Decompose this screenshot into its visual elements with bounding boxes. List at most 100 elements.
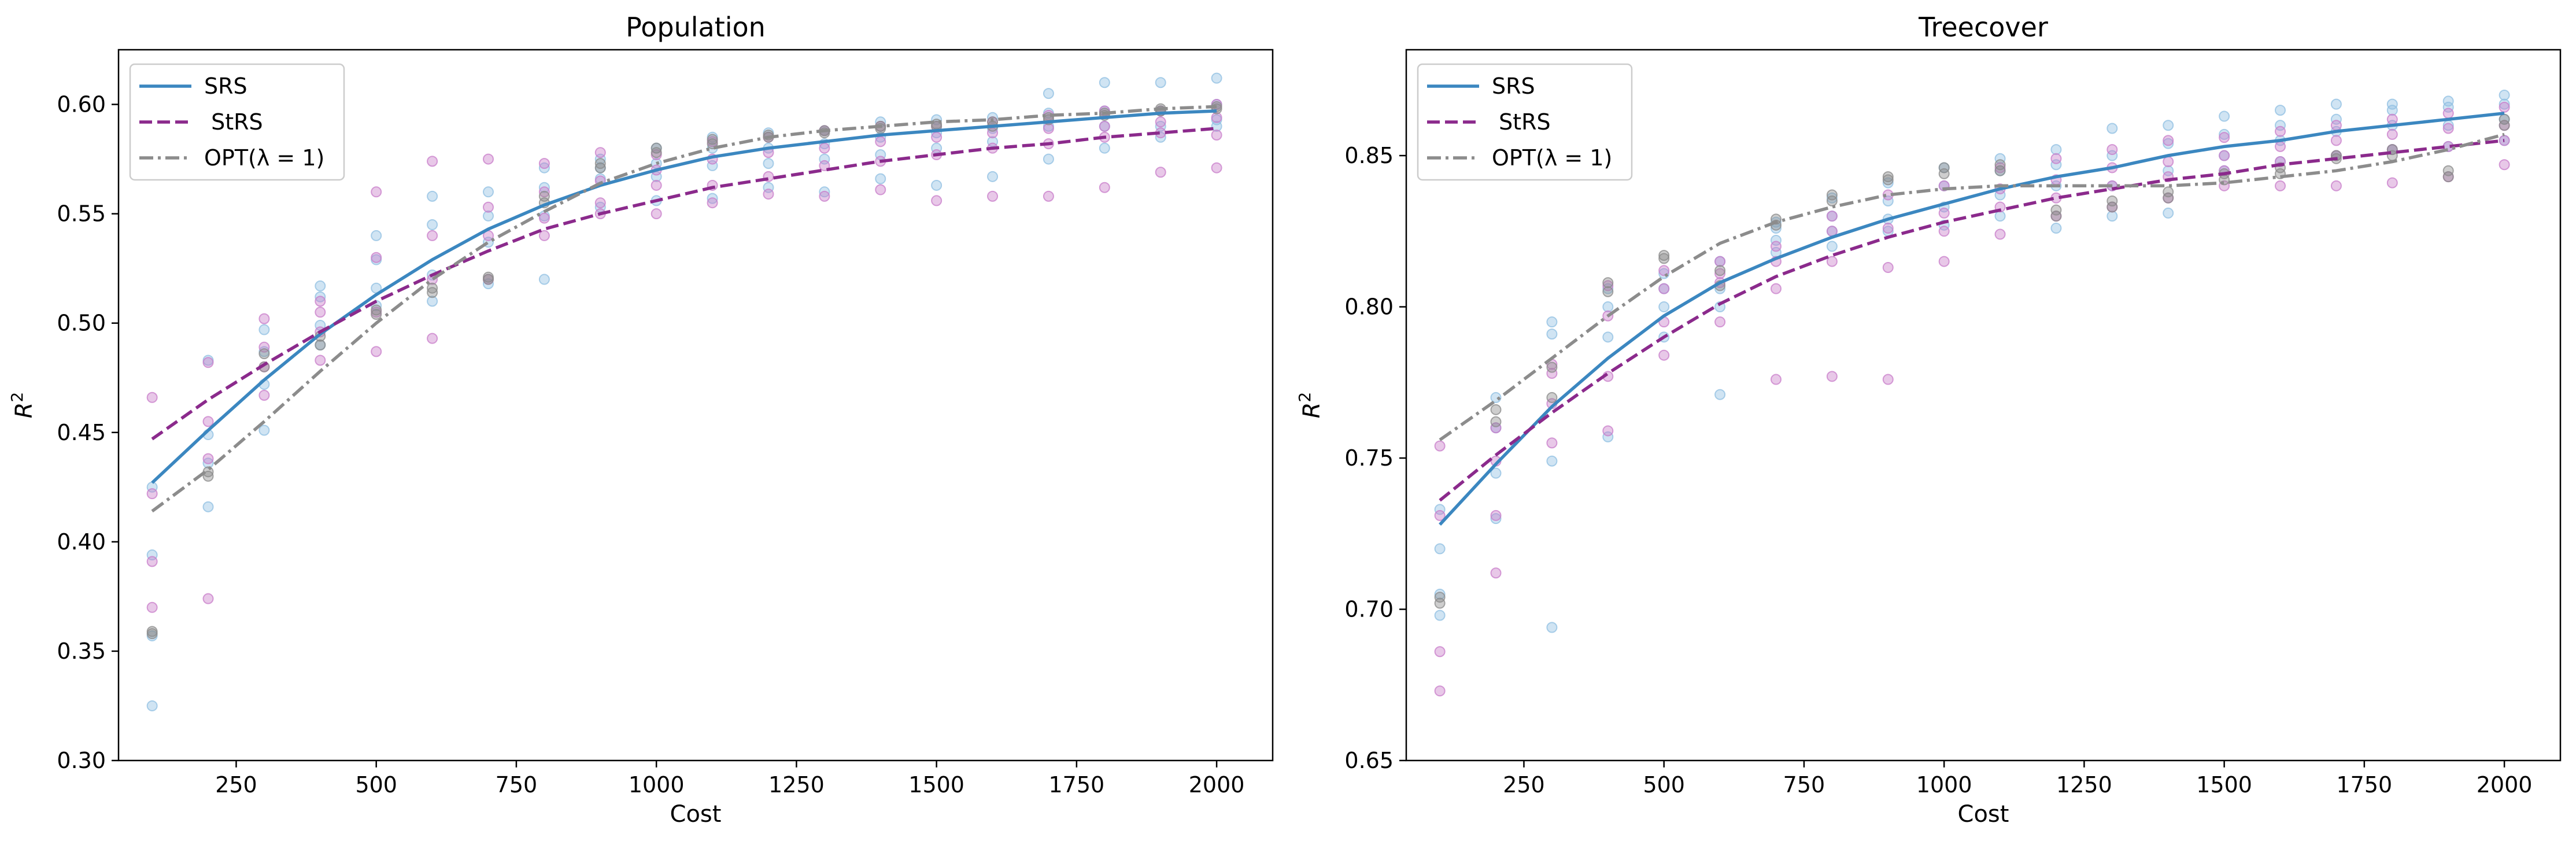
data-point-0-2-0 bbox=[1546, 622, 1558, 633]
data-point-1-4-0 bbox=[1658, 349, 1670, 361]
x-tick-label-0: 250 bbox=[1503, 772, 1545, 798]
data-point-2-6-1 bbox=[482, 271, 494, 283]
data-point-1-15-3 bbox=[2275, 125, 2286, 137]
data-point-0-3-1 bbox=[1602, 331, 1614, 343]
data-point-0-12-3 bbox=[2106, 123, 2118, 134]
data-point-2-18-1 bbox=[2442, 165, 2454, 176]
data-point-1-12-3 bbox=[2106, 144, 2118, 156]
y-tick-label-0: 0.30 bbox=[57, 748, 106, 773]
data-point-1-10-0 bbox=[1994, 228, 2006, 240]
plot-frame bbox=[117, 49, 1274, 762]
y-tick-label-2: 0.40 bbox=[57, 529, 106, 555]
data-point-1-0-1 bbox=[146, 556, 158, 567]
data-point-1-6-3 bbox=[1770, 241, 1782, 252]
data-point-0-7-0 bbox=[538, 274, 550, 285]
data-point-2-5-1 bbox=[427, 282, 438, 294]
data-point-2-1-1 bbox=[1490, 404, 1502, 415]
data-point-2-4-1 bbox=[1658, 250, 1670, 261]
data-point-2-12-1 bbox=[2106, 195, 2118, 206]
data-point-1-8-3 bbox=[594, 147, 606, 158]
data-point-2-1-0 bbox=[1490, 416, 1502, 427]
data-point-1-0-3 bbox=[1434, 440, 1446, 452]
x-tick-label-1: 500 bbox=[1643, 772, 1685, 798]
y-tick-label-4: 0.85 bbox=[1344, 143, 1394, 168]
data-point-0-18-3 bbox=[1155, 77, 1166, 88]
data-point-1-9-0 bbox=[651, 208, 662, 220]
data-point-1-5-0 bbox=[427, 333, 438, 344]
data-point-1-18-0 bbox=[1155, 167, 1166, 178]
data-point-0-17-3 bbox=[1099, 77, 1110, 88]
data-point-1-5-0 bbox=[1714, 316, 1726, 328]
data-point-1-17-0 bbox=[1099, 182, 1110, 193]
data-point-0-7-0 bbox=[1826, 241, 1838, 252]
data-point-1-1-3 bbox=[202, 357, 214, 368]
data-point-2-7-1 bbox=[538, 190, 550, 202]
data-point-1-13-0 bbox=[875, 184, 886, 195]
data-point-0-6-3 bbox=[482, 186, 494, 198]
data-point-1-6-3 bbox=[482, 153, 494, 165]
data-point-0-16-3 bbox=[1043, 88, 1054, 99]
data-point-1-19-1 bbox=[2499, 135, 2510, 146]
data-point-1-17-2 bbox=[2386, 128, 2398, 140]
y-tick-label-0: 0.65 bbox=[1344, 748, 1394, 773]
data-point-1-7-3 bbox=[538, 158, 550, 169]
data-point-2-7-1 bbox=[1826, 189, 1838, 201]
data-point-1-8-1 bbox=[1882, 262, 1894, 274]
data-point-1-5-2 bbox=[1714, 268, 1726, 279]
x-tick-label-5: 1500 bbox=[908, 772, 964, 798]
legend-label-0: SRS bbox=[1492, 73, 1535, 99]
chart-title: Treecover bbox=[1918, 12, 2048, 43]
data-point-0-0-0 bbox=[1434, 610, 1446, 621]
data-point-1-7-3 bbox=[1826, 211, 1838, 222]
data-point-1-5-3 bbox=[427, 156, 438, 167]
data-point-1-0-3 bbox=[146, 392, 158, 403]
data-point-1-9-2 bbox=[1938, 207, 1950, 219]
data-point-0-5-0 bbox=[1714, 389, 1726, 400]
data-point-0-13-2 bbox=[2163, 138, 2174, 149]
y-tick-label-1: 0.35 bbox=[57, 638, 106, 664]
data-point-1-13-3 bbox=[2163, 135, 2174, 146]
data-point-1-0-0 bbox=[1434, 685, 1446, 697]
data-point-2-2-1 bbox=[258, 348, 270, 360]
data-point-1-4-3 bbox=[371, 186, 382, 198]
data-point-0-6-2 bbox=[482, 210, 494, 222]
data-point-0-4-3 bbox=[371, 230, 382, 241]
legend-box bbox=[129, 63, 345, 181]
legend-label-2: OPT(λ = 1) bbox=[204, 145, 324, 171]
data-point-0-13-3 bbox=[2163, 120, 2174, 131]
y-axis-label-sup: 2 bbox=[8, 392, 27, 403]
chart-title: Population bbox=[626, 12, 766, 43]
data-point-1-19-1 bbox=[1211, 129, 1222, 141]
x-tick-label-3: 1000 bbox=[1916, 772, 1972, 798]
data-point-1-12-2 bbox=[819, 142, 830, 154]
data-point-1-12-0 bbox=[819, 190, 830, 202]
data-point-1-10-3 bbox=[1994, 162, 2006, 174]
data-point-2-10-1 bbox=[707, 134, 718, 145]
data-point-1-10-0 bbox=[707, 197, 718, 209]
data-point-1-9-0 bbox=[1938, 256, 1950, 267]
data-point-2-9-1 bbox=[1938, 162, 1950, 174]
data-point-0-18-3 bbox=[2442, 95, 2454, 107]
x-tick-label-4: 1250 bbox=[2056, 772, 2112, 798]
data-point-0-2-1 bbox=[1546, 455, 1558, 467]
data-point-1-16-3 bbox=[2330, 120, 2342, 131]
data-point-0-7-3 bbox=[1826, 192, 1838, 204]
data-point-1-18-3 bbox=[2442, 108, 2454, 119]
data-point-0-0-2 bbox=[1434, 543, 1446, 555]
data-point-1-4-2 bbox=[371, 252, 382, 263]
legend-label-2: OPT(λ = 1) bbox=[1492, 145, 1612, 171]
y-tick-label-1: 0.70 bbox=[1344, 597, 1394, 622]
data-point-0-13-0 bbox=[875, 173, 886, 184]
chart-population: 250 500 750 1000 1250 1500 1750 2000 0.30 0.35 0.4… bbox=[8, 12, 1274, 828]
x-axis-label: Cost bbox=[1958, 801, 2009, 828]
data-point-2-19-1 bbox=[2499, 113, 2510, 125]
y-axis-label-base: R bbox=[11, 403, 38, 419]
data-point-2-3-1 bbox=[1602, 277, 1614, 289]
data-point-1-7-1 bbox=[1826, 256, 1838, 267]
data-point-1-19-0 bbox=[1211, 162, 1222, 174]
x-tick-label-1: 500 bbox=[355, 772, 397, 798]
data-point-1-0-0 bbox=[146, 601, 158, 613]
data-point-0-1-1 bbox=[1490, 467, 1502, 479]
data-point-1-19-0 bbox=[2499, 159, 2510, 171]
data-point-0-0-0 bbox=[146, 700, 158, 711]
